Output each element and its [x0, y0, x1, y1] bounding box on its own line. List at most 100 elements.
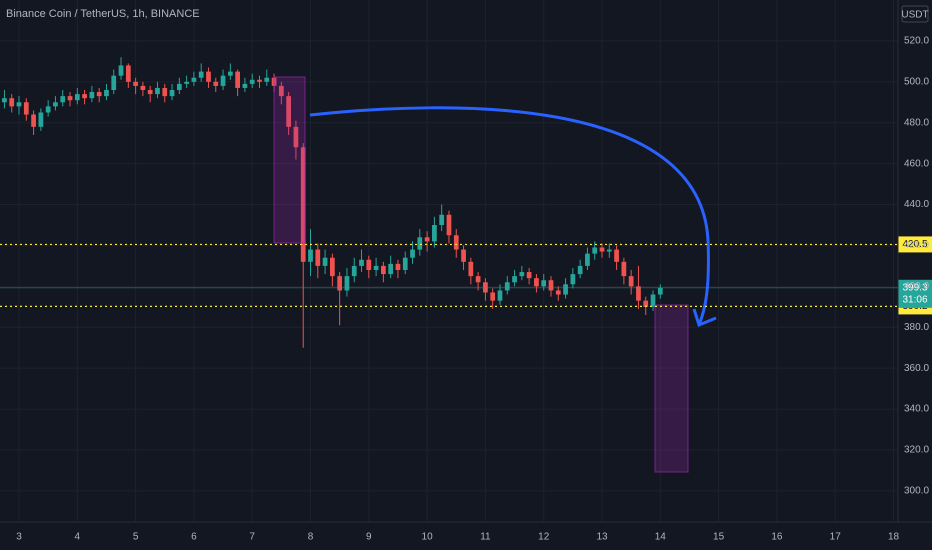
x-tick-label: 12: [538, 532, 550, 543]
candle-body: [453, 235, 459, 250]
arrow: [309, 106, 710, 326]
candle-body: [293, 126, 299, 148]
x-tick-label: 15: [713, 532, 725, 543]
candle-body: [38, 112, 44, 127]
candle-body: [599, 247, 605, 252]
candle-body: [45, 106, 51, 113]
candle-body: [2, 98, 7, 103]
candle-body: [563, 284, 568, 295]
candle-body: [606, 249, 612, 252]
candle-body: [366, 259, 372, 270]
candle-body: [636, 286, 641, 301]
y-tick-label: 340.0: [904, 404, 929, 415]
candle-body: [344, 276, 350, 291]
candle-body: [315, 249, 321, 266]
y-tick-label: 300.0: [904, 486, 929, 497]
y-tick-label: 520.0: [904, 36, 929, 47]
y-tick-label: 460.0: [904, 158, 929, 169]
candle-body: [111, 75, 117, 90]
candle-body: [227, 71, 233, 76]
arrow-head: [692, 308, 717, 328]
candle-body: [169, 90, 175, 97]
candle-body: [475, 276, 481, 283]
y-tick-label: 440.0: [904, 199, 929, 210]
candle-body: [118, 65, 124, 76]
x-tick-label: 14: [655, 532, 667, 543]
candle-body: [67, 96, 73, 101]
candle-body: [133, 81, 138, 86]
candle-body: [125, 65, 131, 82]
candle-body: [286, 96, 292, 127]
last-price-tag: [898, 279, 932, 308]
x-tick-label: 16: [771, 532, 783, 543]
level-tag: [898, 236, 932, 253]
candle-body: [548, 280, 554, 291]
candle-body: [446, 214, 452, 236]
x-tick-label: 7: [249, 532, 255, 543]
candle-body: [191, 77, 197, 82]
y-tick-label: 320.0: [904, 445, 929, 456]
candle-body: [89, 92, 95, 99]
candle-body: [657, 287, 663, 295]
candle-body: [176, 83, 182, 90]
candle-body: [519, 272, 525, 277]
candle-body: [184, 81, 189, 84]
candle-body: [31, 114, 36, 127]
candle-body: [439, 214, 445, 225]
candle-body: [264, 77, 270, 82]
candle-body: [249, 79, 255, 84]
candle-body: [82, 94, 87, 99]
x-tick-label: 11: [480, 532, 491, 543]
candle-body: [308, 249, 313, 262]
y-tick-label: 360.0: [904, 363, 929, 374]
candle-body: [490, 292, 496, 301]
range-box: [273, 76, 306, 244]
candle-body: [395, 263, 401, 270]
x-tick-label: 6: [191, 532, 197, 543]
candle-body: [337, 276, 343, 291]
currency-box: [901, 5, 929, 23]
target-box: [654, 304, 689, 473]
candle-body: [643, 300, 649, 307]
candle-body: [53, 102, 58, 107]
candle-body: [592, 247, 598, 254]
candle-body: [16, 102, 22, 107]
candle-body: [388, 263, 394, 275]
candle-body: [206, 71, 211, 82]
y-tick-label: 380.0: [904, 322, 929, 333]
candle-body: [555, 290, 561, 295]
candle-body: [155, 87, 160, 95]
candle-body: [497, 290, 503, 301]
candle-body: [242, 83, 248, 88]
candle-body: [585, 253, 590, 266]
y-tick-label: 400.0: [904, 281, 929, 292]
x-tick-label: 4: [75, 532, 81, 543]
candle-body: [504, 282, 510, 291]
candle-body: [104, 90, 109, 97]
candle-body: [541, 280, 547, 287]
candle-body: [60, 96, 66, 103]
candle-body: [628, 276, 634, 287]
candle-body: [432, 225, 437, 242]
x-tick-label: 5: [133, 532, 139, 543]
candle-body: [402, 257, 408, 270]
candle-body: [359, 259, 364, 266]
last-price-label: 399.3: [902, 282, 927, 293]
candle-body: [381, 265, 386, 275]
candle-body: [213, 81, 219, 86]
candle-body: [614, 249, 619, 262]
y-tick-label: 420.0: [904, 240, 929, 251]
countdown: 31:06: [902, 294, 927, 305]
x-tick-label: 18: [888, 532, 900, 543]
candle-body: [461, 249, 466, 262]
x-tick-label: 13: [596, 532, 608, 543]
candle-body: [23, 102, 29, 115]
candle-body: [577, 265, 583, 275]
chart-title: Binance Coin / TetherUS, 1h, BINANCE: [6, 8, 200, 20]
candle-body: [74, 94, 80, 101]
y-tick-label: 500.0: [904, 76, 929, 87]
candle-body: [650, 294, 656, 307]
